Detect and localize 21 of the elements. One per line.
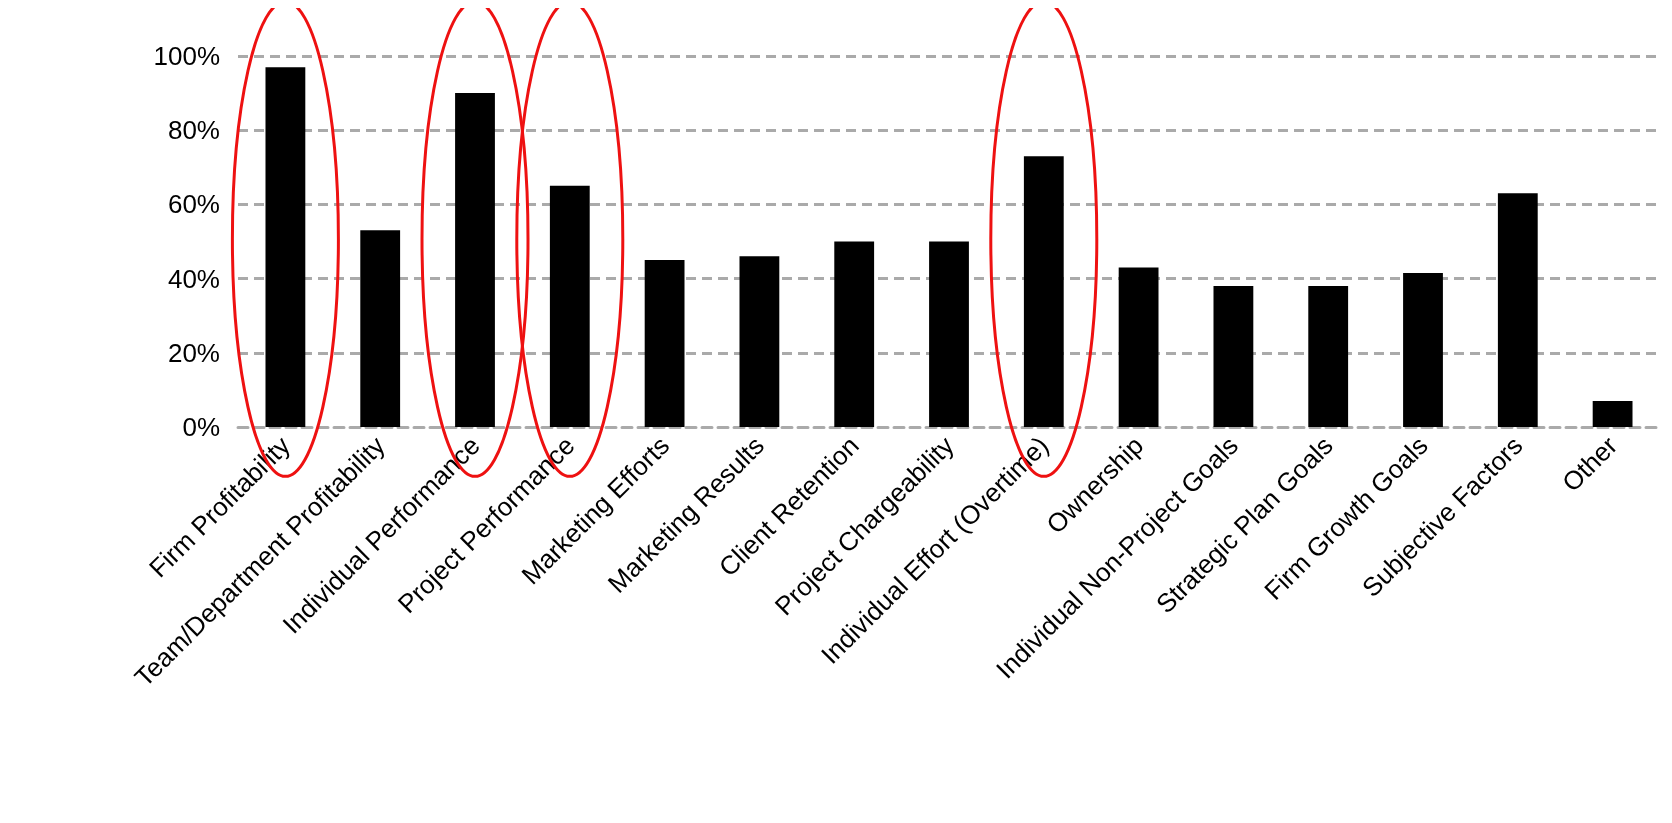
bar [1497, 193, 1538, 427]
bar [1308, 286, 1349, 427]
bar [265, 67, 306, 427]
bar [549, 185, 590, 427]
y-tick-label: 40% [167, 263, 220, 294]
y-tick-label: 0% [182, 412, 220, 442]
y-tick-label: 100% [153, 41, 220, 71]
bar [1023, 156, 1064, 427]
bar [644, 260, 685, 427]
bar [1403, 273, 1443, 427]
y-tick-label: 60% [167, 189, 220, 220]
bar [834, 241, 875, 427]
bar [739, 256, 780, 427]
y-tick-label: 80% [167, 115, 220, 146]
bar [1118, 267, 1159, 427]
bar [1592, 401, 1633, 427]
y-tick-label: 20% [167, 337, 220, 368]
bar [360, 230, 401, 427]
bar [455, 93, 495, 427]
bar [929, 241, 969, 427]
bar [1213, 286, 1254, 427]
